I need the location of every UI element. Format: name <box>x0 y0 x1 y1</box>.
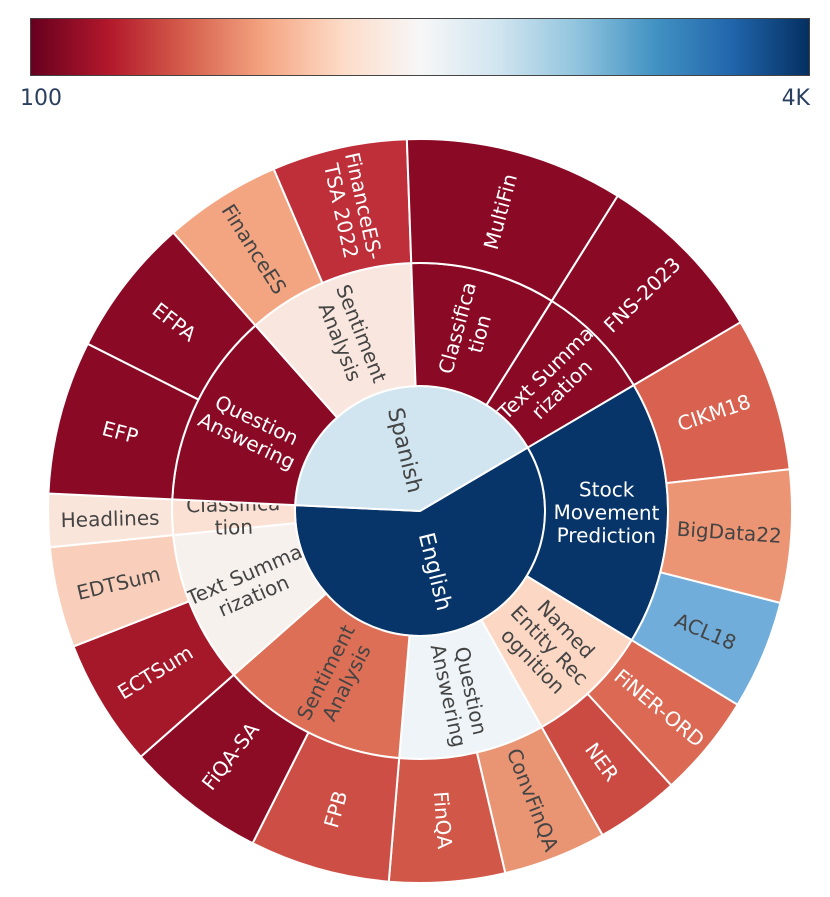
colorscale-bar <box>30 18 810 76</box>
colorscale-min-label: 100 <box>20 86 62 111</box>
node-english-classification-headlines-label: Headlines <box>60 506 159 532</box>
colorscale-gradient <box>30 18 810 76</box>
node-spanish-text-summarization-fns-2023-sector[interactable] <box>550 194 742 387</box>
colorscale-max-label: 4K <box>781 86 810 111</box>
node-english-stock-movement-prediction-label: Stock Movement Prediction <box>553 477 660 548</box>
node-english-question-answering-finqa-label: FinQA <box>429 790 457 850</box>
node-english-question-answering-label: QuestionAnswering <box>426 637 494 749</box>
